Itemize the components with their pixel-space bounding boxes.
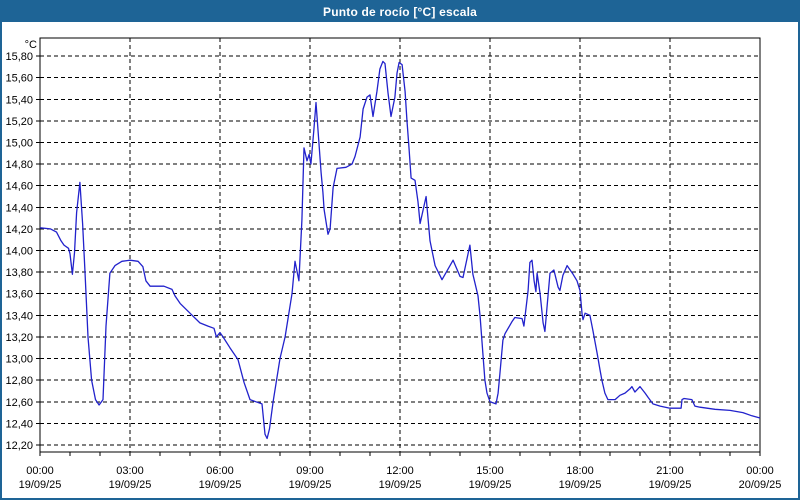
x-axis-date-label: 19/09/25 <box>289 479 332 491</box>
x-axis-time-label: 12:00 <box>386 465 414 477</box>
x-axis-time-label: 00:00 <box>26 465 54 477</box>
x-axis-date-label: 19/09/25 <box>649 479 692 491</box>
chart-title: Punto de rocío [°C] escala <box>322 5 478 19</box>
y-axis-label: 12,40 <box>5 418 33 430</box>
x-axis-date-label: 19/09/25 <box>19 479 62 491</box>
y-axis-label: 15,00 <box>5 137 33 149</box>
plot-border <box>39 37 761 453</box>
y-axis-label: 14,40 <box>5 202 33 214</box>
x-axis-date-label: 19/09/25 <box>379 479 422 491</box>
y-axis-label: 14,80 <box>5 159 33 171</box>
x-axis-time-label: 18:00 <box>566 465 594 477</box>
x-axis-date-label: 19/09/25 <box>559 479 602 491</box>
x-axis-date-label: 19/09/25 <box>469 479 512 491</box>
y-axis-label: 12,80 <box>5 375 33 387</box>
y-axis-label: 14,20 <box>5 224 33 236</box>
x-axis-time-label: 06:00 <box>206 465 234 477</box>
y-axis-label: 13,80 <box>5 267 33 279</box>
y-axis-label: 12,60 <box>5 397 33 409</box>
y-axis-label: 15,60 <box>5 73 33 85</box>
y-axis-label: 12,20 <box>5 440 33 452</box>
x-axis-time-label: 09:00 <box>296 465 324 477</box>
y-axis-label: 14,00 <box>5 246 33 258</box>
y-axis-label: 15,40 <box>5 94 33 106</box>
x-axis-time-label: 00:00 <box>746 465 774 477</box>
y-axis-label: 13,40 <box>5 310 33 322</box>
x-axis-date-label: 19/09/25 <box>109 479 152 491</box>
x-axis-date-label: 20/09/25 <box>739 479 782 491</box>
y-axis-label: 13,00 <box>5 354 33 366</box>
y-axis-label: 15,20 <box>5 116 33 128</box>
dewpoint-series-line <box>39 60 761 440</box>
y-axis-unit-label: °C <box>25 39 37 51</box>
x-axis-time-label: 03:00 <box>116 465 144 477</box>
window-titlebar: Punto de rocío [°C] escala <box>2 2 798 22</box>
y-axis-label: 13,20 <box>5 332 33 344</box>
x-axis-date-label: 19/09/25 <box>199 479 242 491</box>
y-axis-label: 15,80 <box>5 51 33 63</box>
x-axis-time-label: 21:00 <box>656 465 684 477</box>
y-axis-label: 14,60 <box>5 181 33 193</box>
y-axis-label: 13,60 <box>5 289 33 301</box>
x-axis-time-label: 15:00 <box>476 465 504 477</box>
